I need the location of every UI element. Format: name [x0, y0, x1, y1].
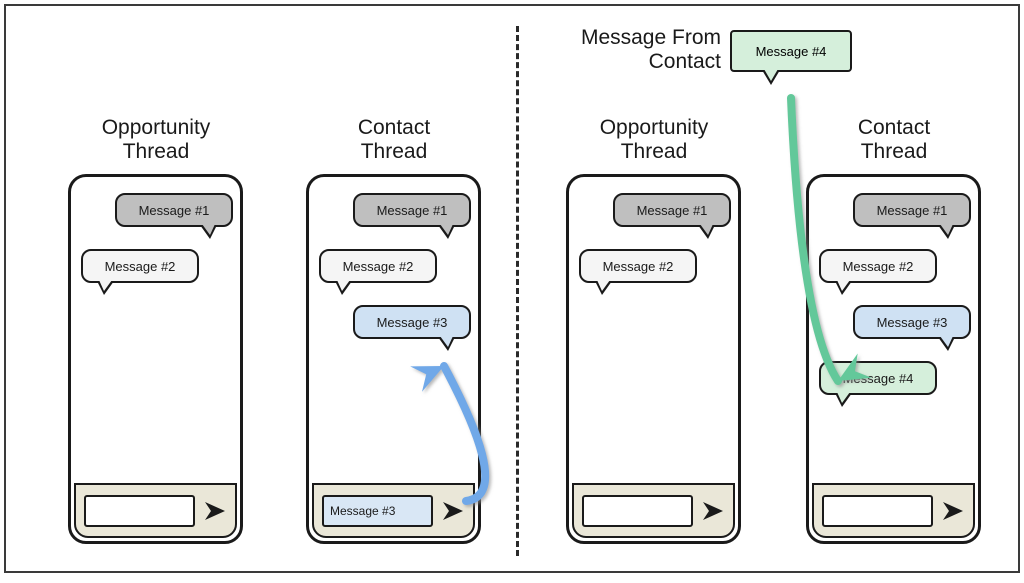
message-bubble: Message #1: [613, 193, 731, 227]
message-bubble: Message #2: [81, 249, 199, 283]
send-icon[interactable]: [203, 499, 227, 523]
phone-right-opportunity: Message #1 Message #2: [566, 174, 741, 544]
phone-title: Opportunity Thread: [56, 116, 256, 164]
phone-left-opportunity: Message #1 Message #2: [68, 174, 243, 544]
message-bubble: Message #1: [115, 193, 233, 227]
send-icon[interactable]: [701, 499, 725, 523]
message-input[interactable]: [822, 495, 933, 527]
message-bubble: Message #4: [819, 361, 937, 395]
message-bubble: Message #3: [853, 305, 971, 339]
message-bubble: Message #2: [579, 249, 697, 283]
send-icon[interactable]: [941, 499, 965, 523]
phone-title: Opportunity Thread: [554, 116, 754, 164]
phone-title: Contact Thread: [794, 116, 994, 164]
message-input[interactable]: [84, 495, 195, 527]
external-callout-text: Message #4: [756, 44, 827, 59]
message-input[interactable]: [582, 495, 693, 527]
message-input-bar: Message #3: [312, 483, 475, 538]
message-bubble: Message #1: [353, 193, 471, 227]
message-bubble: Message #3: [353, 305, 471, 339]
message-input-bar: [74, 483, 237, 538]
phone-left-contact: Message #1 Message #2 Message #3 Message #3: [306, 174, 481, 544]
vertical-divider: [516, 26, 519, 556]
message-bubble: Message #2: [819, 249, 937, 283]
diagram-frame: Message From Contact Message #4 Opportun…: [4, 4, 1020, 573]
message-bubble: Message #2: [319, 249, 437, 283]
message-input-bar: [572, 483, 735, 538]
send-icon[interactable]: [441, 499, 465, 523]
message-input-bar: [812, 483, 975, 538]
message-input[interactable]: Message #3: [322, 495, 433, 527]
message-bubble: Message #1: [853, 193, 971, 227]
external-message-label: Message From Contact: [561, 26, 721, 74]
external-message-callout: Message #4: [730, 30, 852, 72]
phone-right-contact: Message #1 Message #2 Message #3 Message #4: [806, 174, 981, 544]
phone-title: Contact Thread: [294, 116, 494, 164]
